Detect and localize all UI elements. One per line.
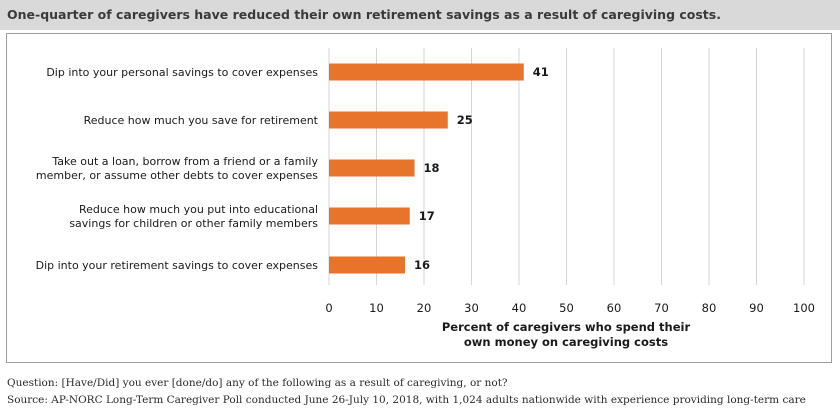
value-labels: 41 25 18 17 16 [414, 65, 549, 272]
category-label: Dip into your personal savings to cover … [46, 66, 318, 79]
x-tick-label: 0 [325, 301, 332, 315]
bars [329, 63, 524, 274]
x-tick-label: 50 [559, 301, 574, 315]
x-tick-label: 90 [749, 301, 764, 315]
x-tick-labels: 0 10 20 30 40 50 60 70 80 90 100 [325, 301, 815, 315]
value-label: 25 [457, 113, 473, 127]
bar [329, 207, 410, 225]
x-tick-label: 80 [702, 301, 717, 315]
category-label: Reduce how much you put into educational… [69, 203, 318, 230]
chart-frame [6, 33, 832, 363]
category-labels: Dip into your personal savings to cover … [36, 66, 319, 272]
value-label: 18 [424, 161, 440, 175]
grid-lines [328, 48, 805, 285]
x-axis-title-text: Percent of caregivers who spend their own… [442, 320, 691, 349]
value-label: 41 [533, 65, 549, 79]
chart-title: One-quarter of caregivers have reduced t… [0, 0, 840, 30]
category-label: Take out a loan, borrow from a friend or… [36, 155, 319, 182]
x-tick-label: 60 [607, 301, 622, 315]
x-tick-label: 10 [369, 301, 384, 315]
x-tick-label: 70 [654, 301, 669, 315]
question-note: Question: [Have/Did] you ever [done/do] … [7, 377, 508, 389]
bar [329, 111, 448, 129]
x-tick-label: 40 [512, 301, 527, 315]
category-label: Reduce how much you save for retirement [84, 114, 319, 127]
x-tick-label: 30 [464, 301, 479, 315]
bar [329, 63, 524, 81]
bar [329, 256, 405, 274]
value-label: 16 [414, 258, 430, 272]
category-label: Dip into your retirement savings to cove… [36, 259, 319, 272]
x-tick-label: 100 [793, 301, 815, 315]
bar [329, 159, 415, 177]
x-tick-label: 20 [417, 301, 432, 315]
x-axis-title: Percent of caregivers who spend their own… [442, 320, 691, 349]
value-label: 17 [419, 209, 435, 223]
source-note: Source: AP-NORC Long-Term Caregiver Poll… [7, 394, 806, 406]
